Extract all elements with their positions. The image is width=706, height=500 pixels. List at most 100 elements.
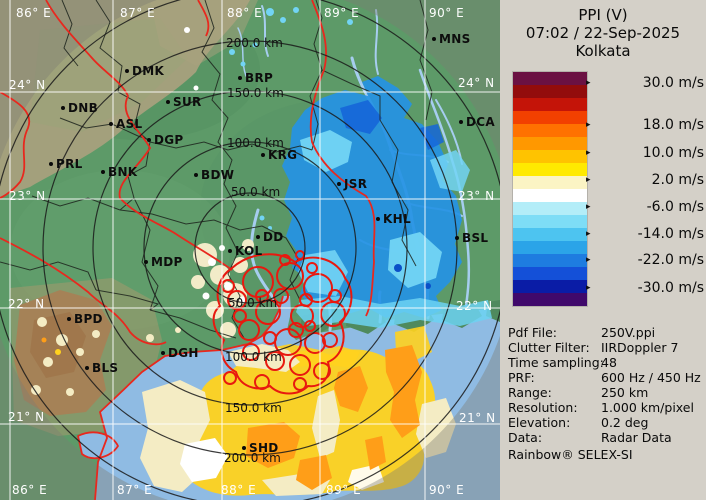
station-dot-icon: [194, 173, 198, 177]
info-label: Elevation:: [508, 415, 571, 430]
station-code: MNS: [439, 32, 471, 46]
colorbar-band: [513, 176, 587, 189]
station-marker: DGH: [161, 346, 199, 360]
station-dot-icon: [261, 153, 265, 157]
colorbar-band: [513, 189, 587, 202]
info-row: Elevation: 0.2 deg: [508, 415, 702, 430]
station-code: SUR: [173, 95, 202, 109]
colorbar-tick: ▸ 10.0 m/s: [586, 145, 704, 161]
grid-label: 22° N: [456, 299, 493, 313]
info-value: IIRDoppler 7: [601, 340, 679, 355]
station-marker: KHL: [376, 212, 411, 226]
info-value: 0.2 deg: [601, 415, 649, 430]
colorbar-band: [513, 137, 587, 150]
station-code: BDW: [201, 168, 235, 182]
range-ring-label: 50.0 km: [231, 185, 281, 199]
station-code: JSR: [344, 177, 368, 191]
tick-arrow-icon: ▸: [586, 175, 591, 185]
range-dim-overlay: [0, 0, 500, 500]
radar-echoes: [31, 7, 492, 496]
station-marker: BDW: [194, 168, 234, 182]
info-row: Clutter Filter: IIRDoppler 7: [508, 340, 702, 355]
station-code: KRG: [268, 148, 298, 162]
colorbar-band: [513, 254, 587, 267]
station-code: BSL: [462, 231, 489, 245]
colorbar-band: [513, 293, 587, 306]
info-label: Clutter Filter:: [508, 340, 590, 355]
station-marker: BPD: [67, 312, 103, 326]
info-value: 48: [601, 355, 617, 370]
grid-label: 87° E: [117, 483, 153, 497]
station-marker: MDP: [144, 255, 183, 269]
station-dot-icon: [161, 351, 165, 355]
colorbar-band: [513, 202, 587, 215]
station-marker: DMK: [125, 64, 164, 78]
info-row: Time sampling: 48: [508, 355, 702, 370]
info-label: PRF:: [508, 370, 535, 385]
station-marker: DCA: [459, 115, 495, 129]
station-marker: KRG: [261, 148, 297, 162]
grid-label: 24° N: [458, 76, 495, 90]
grid-label: 22° N: [8, 297, 45, 311]
station-dot-icon: [432, 37, 436, 41]
station-code: DGP: [154, 133, 184, 147]
tick-label: 10.0 m/s: [642, 145, 704, 161]
grid-label: 88° E: [227, 6, 263, 20]
tick-arrow-icon: ▸: [586, 120, 591, 130]
colorbar-band: [513, 85, 587, 98]
info-label: Pdf File:: [508, 325, 557, 340]
grid-label: 87° E: [120, 6, 156, 20]
station-dot-icon: [49, 162, 53, 166]
station-code: ASL: [116, 117, 143, 131]
tick-label: 30.0 m/s: [642, 75, 704, 91]
state-borders: [0, 0, 376, 500]
grid-label: 24° N: [9, 78, 46, 92]
colorbar-tick: ▸ -22.0 m/s: [586, 252, 704, 268]
info-value: 600 Hz / 450 Hz: [601, 370, 701, 385]
station-marker: JSR: [337, 177, 367, 191]
station-dot-icon: [376, 217, 380, 221]
info-label: Resolution:: [508, 400, 578, 415]
colorbar-tick: ▸ -30.0 m/s: [586, 280, 704, 296]
info-value: 250V.ppi: [601, 325, 656, 340]
station-code: MDP: [151, 255, 183, 269]
station-dot-icon: [459, 120, 463, 124]
info-row: Range: 250 km: [508, 385, 702, 400]
colorbar-band: [513, 163, 587, 176]
colorbar-tick: ▸ -14.0 m/s: [586, 226, 704, 242]
grid-label: 88° E: [221, 483, 257, 497]
station-code: DNB: [68, 101, 99, 115]
map-label-layer: 86° E 87° E 88° E 89° E 90° E 86° E 87° E 88° E…: [8, 6, 495, 497]
district-borders: [0, 0, 433, 339]
range-ring-label: 50.0 km: [228, 296, 278, 310]
station-marker: ASL: [109, 117, 142, 131]
station-dot-icon: [337, 182, 341, 186]
tick-arrow-icon: ▸: [586, 283, 591, 293]
station-marker: BNK: [101, 165, 137, 179]
grid-label: 90° E: [429, 483, 465, 497]
station-code: BRP: [245, 71, 274, 85]
station-dot-icon: [166, 100, 170, 104]
info-value: Radar Data: [601, 430, 672, 445]
range-ring-label: 100.0 km: [225, 350, 282, 364]
radar-map-canvas: [0, 0, 500, 500]
colorbar-band: [513, 241, 587, 254]
station-code: KOL: [235, 244, 263, 258]
station-marker: PRL: [49, 157, 83, 171]
range-rings: [0, 0, 500, 500]
radar-map[interactable]: 86° E 87° E 88° E 89° E 90° E 86° E 87° E 88° E…: [0, 0, 500, 500]
station-dot-icon: [85, 366, 89, 370]
colorbar-band: [513, 111, 587, 124]
station-marker: SHD: [242, 441, 279, 455]
info-rows: Pdf File: 250V.ppi Clutter Filter: IIRDoppl…: [508, 325, 702, 445]
station-dot-icon: [109, 122, 113, 126]
range-ring-label: 150.0 km: [227, 86, 284, 100]
colorbar-tick: ▸ -6.0 m/s: [586, 199, 704, 215]
tick-arrow-icon: ▸: [586, 229, 591, 239]
station-dot-icon: [455, 236, 459, 240]
station-dot-icon: [242, 446, 246, 450]
tick-label: -30.0 m/s: [637, 280, 704, 296]
station-code: BLS: [92, 361, 119, 375]
grid-label: 23° N: [458, 189, 495, 203]
station-code: PRL: [56, 157, 83, 171]
